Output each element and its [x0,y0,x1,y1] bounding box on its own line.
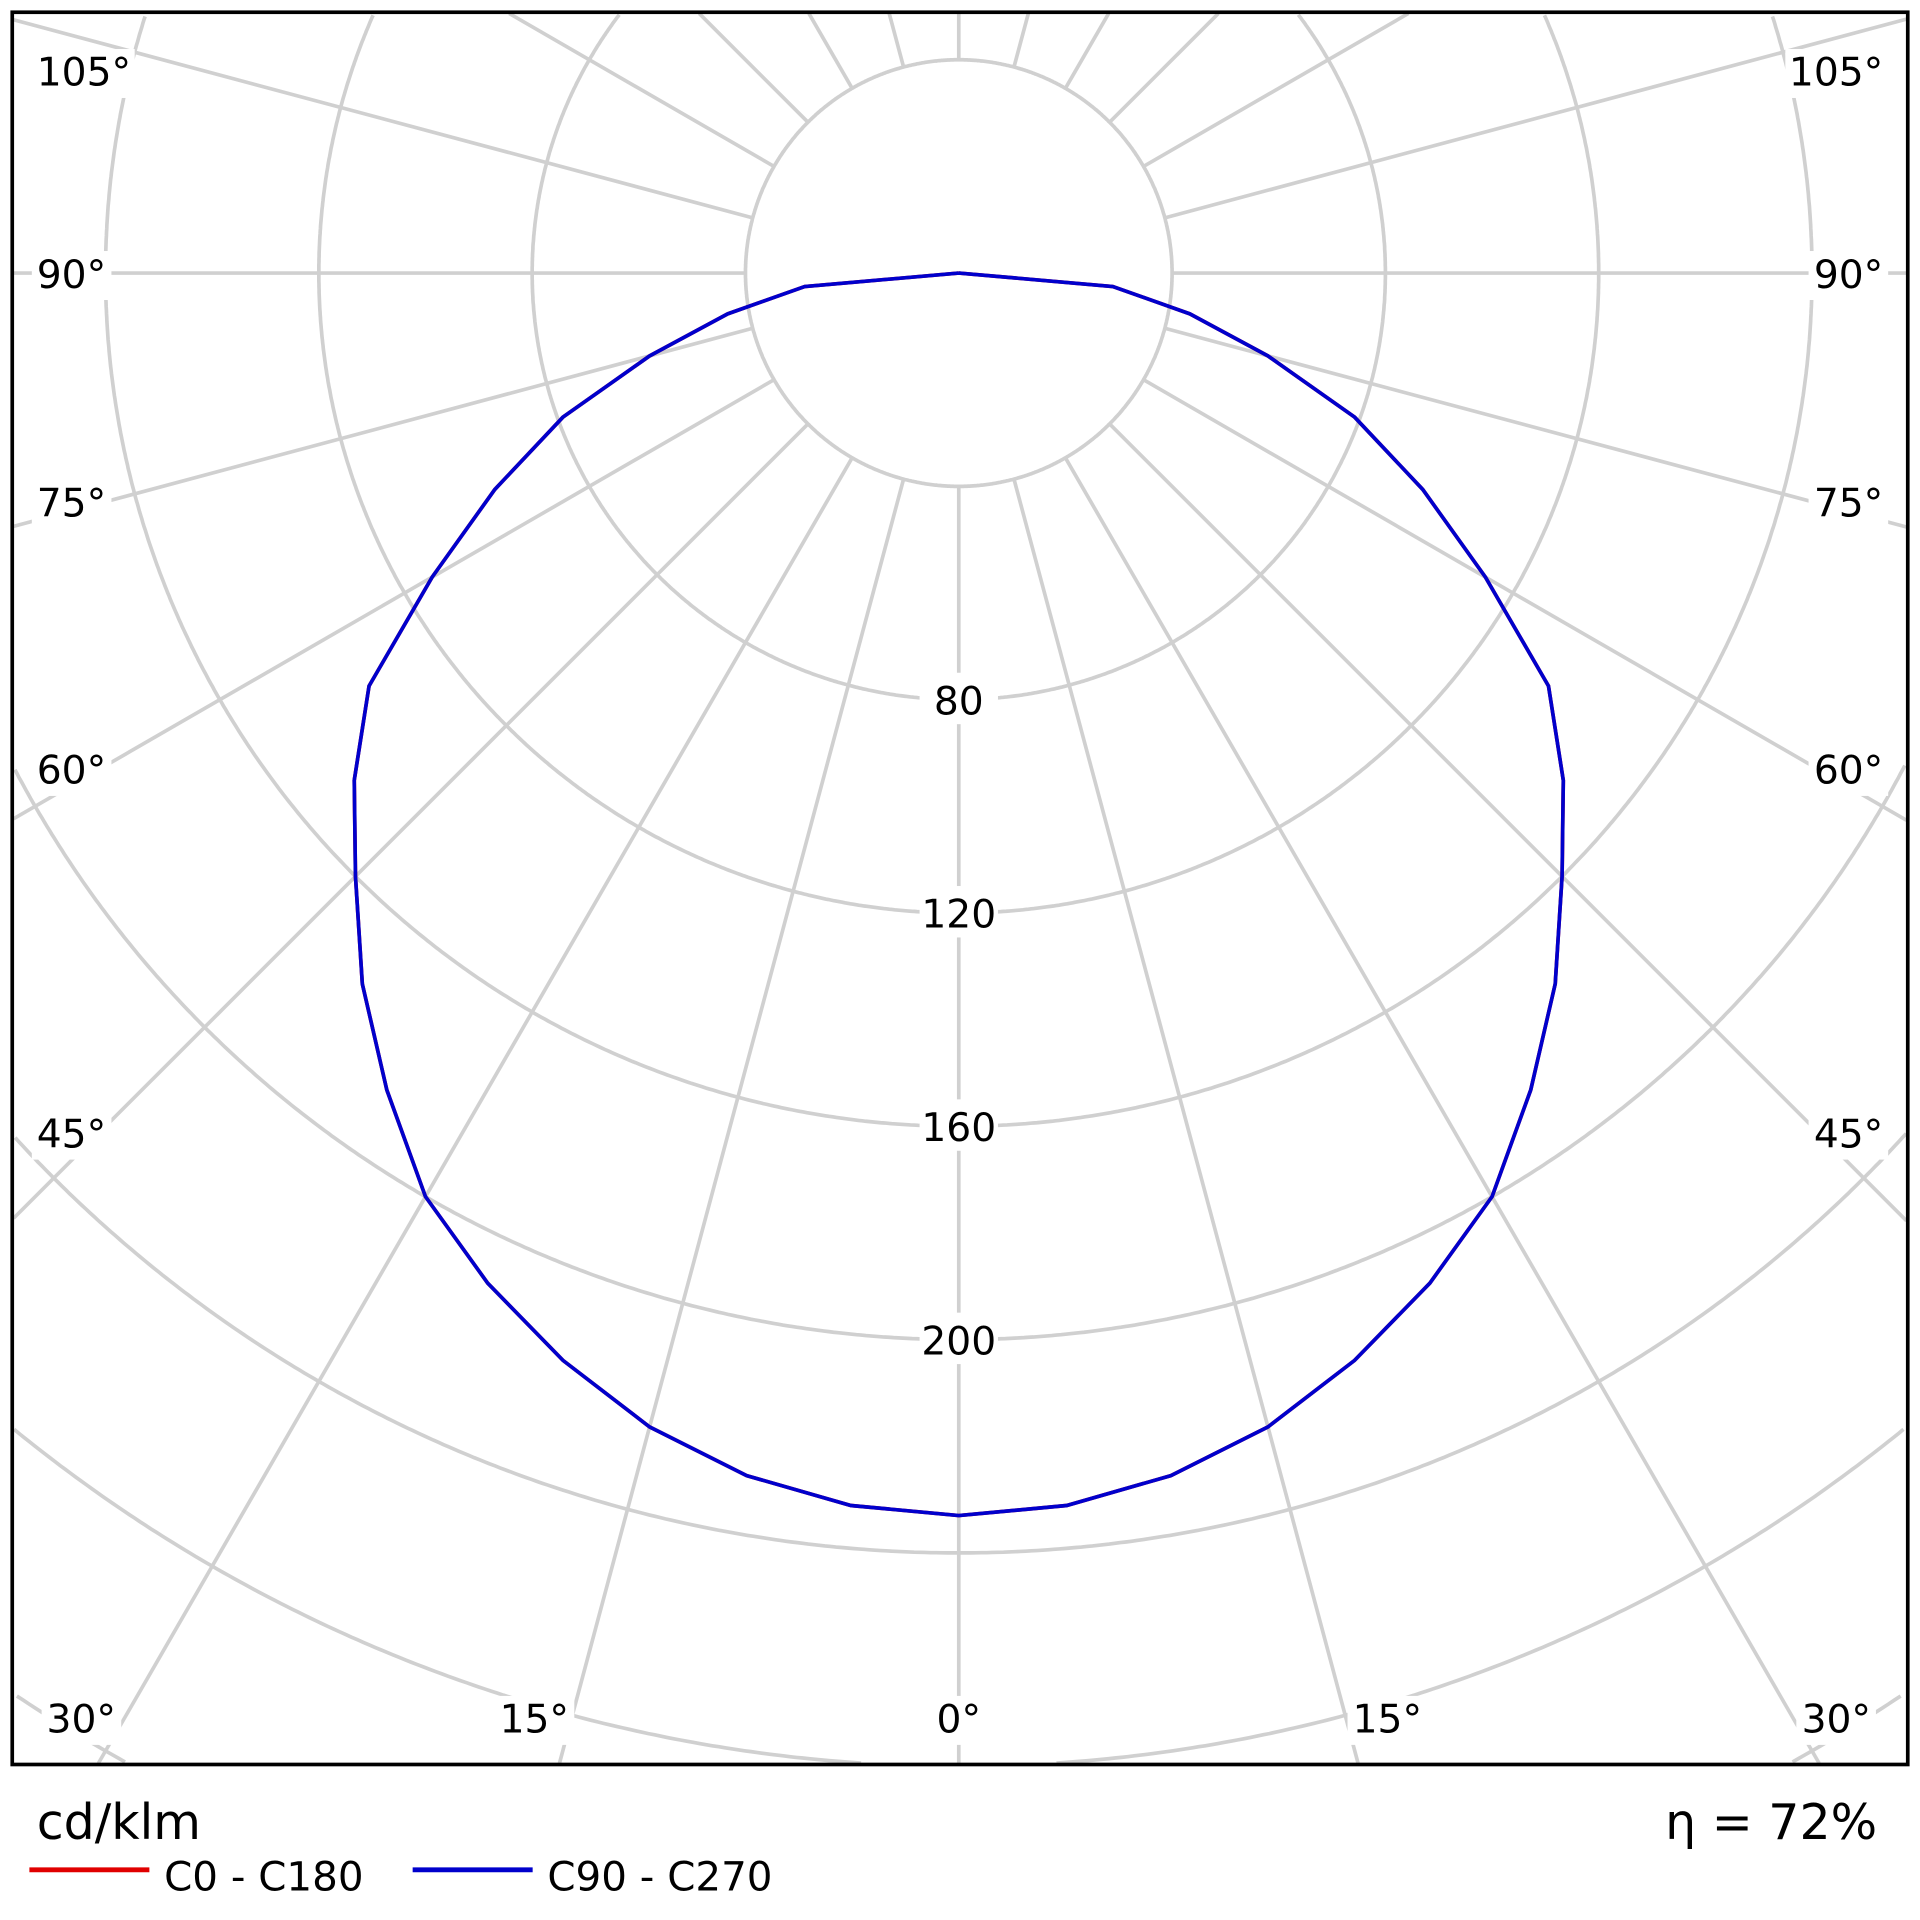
grid-spoke-240 [508,11,775,168]
legend-label-c0-c180: C0 - C180 [164,1853,363,1901]
angle-tick-labels: 105° 90° 75° 60° 45° 30° 15° 15° 30° 45° 60° 75° 90°… [31,48,1889,1745]
angle-label-left-6: 15° [500,1698,569,1743]
grid-spoke-300 [12,378,775,821]
angle-label-right-6: 105° [1789,51,1883,96]
angle-label-bg [31,48,135,98]
grid-spoke-225 [697,12,810,124]
ring-label-bg [919,886,998,938]
grid-spoke-330 [96,456,854,1765]
ring-label-160: 160 [921,1106,996,1151]
ring-label-200: 200 [921,1319,996,1364]
grid-spoke-120 [1142,11,1410,168]
angle-label-left-0: 105° [37,51,131,96]
angle-label-bg [31,251,112,300]
grid-circle-200 [13,764,1907,1342]
ring-label-80: 80 [934,679,984,724]
grid-spoke-30 [1063,456,1821,1765]
angle-label-left-3: 60° [37,749,106,794]
angle-label-bg [1347,1695,1428,1745]
grid-spoke-75 [1164,326,1908,529]
angle-label-right-3: 60° [1814,749,1883,794]
angle-label-left-2: 75° [37,482,106,527]
curves [352,271,1566,1518]
grid-spoke-285 [12,326,754,529]
grid-circle-280 [12,1427,1905,1765]
angle-label-bg [31,1110,112,1160]
legend-label-c90-c270: C90 - C270 [547,1853,772,1901]
grid-spoke-15 [1012,478,1360,1764]
grid-spoke-345 [557,478,906,1764]
grid-spoke-165 [1012,12,1031,68]
unit-label: cd/klm [37,1794,201,1851]
angle-label-bg [31,746,112,796]
angle-label-left-1: 90° [37,253,106,298]
angle-label-right-2: 45° [1814,1112,1883,1157]
angle-label-right-4: 75° [1814,482,1883,527]
grid-spoke-255 [12,17,754,220]
ring-label-bg [919,672,998,725]
angle-label-right-5: 90° [1814,253,1883,298]
angle-label-right-0: 15° [1353,1698,1422,1743]
grid-spoke-195 [887,12,906,68]
grid-spoke-210 [807,12,854,90]
ring-label-bg [919,1312,998,1365]
plot-frame [10,10,1910,1767]
angle-label-bg [31,480,112,529]
angle-label-center: 0° [937,1698,982,1743]
angle-label-bg [1808,1110,1889,1160]
angle-label-right-1: 30° [1802,1698,1871,1743]
grid-spoke-105 [1164,17,1908,220]
grid-spoke-60 [1142,378,1908,822]
ring-label-120: 120 [921,893,996,938]
angle-label-left-5: 30° [47,1698,116,1743]
angle-label-left-4: 45° [37,1112,106,1157]
legend: C0 - C180 C90 - C270 [29,1853,773,1901]
angle-label-bg [41,1695,122,1745]
radial-tick-labels: 80 120 160 200 [919,672,998,1365]
grid-spoke-315 [12,422,810,1220]
angle-label-bg [1808,746,1889,796]
grid-circle-240 [13,1132,1908,1555]
angle-label-bg [1796,1695,1876,1745]
efficiency-label: η = 72% [1665,1794,1877,1851]
angle-label-bg [1785,48,1889,98]
grid-circle-120 [317,14,1601,915]
angle-label-bg [494,1695,575,1745]
angle-label-bg [1808,251,1889,300]
angle-label-bg [929,1695,989,1745]
angle-label-bg [1808,480,1889,529]
grid-spoke-45 [1108,422,1908,1223]
grid-spoke-150 [1063,12,1111,90]
grid-spoke-135 [1108,12,1220,124]
grid-circle-80 [530,13,1388,702]
series-curve-1 [352,271,1566,1518]
ring-label-bg [919,1099,998,1151]
